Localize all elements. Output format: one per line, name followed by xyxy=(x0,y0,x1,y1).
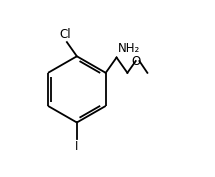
Text: Cl: Cl xyxy=(59,28,71,41)
Text: I: I xyxy=(75,140,78,153)
Text: O: O xyxy=(131,55,140,68)
Text: NH₂: NH₂ xyxy=(118,42,140,55)
